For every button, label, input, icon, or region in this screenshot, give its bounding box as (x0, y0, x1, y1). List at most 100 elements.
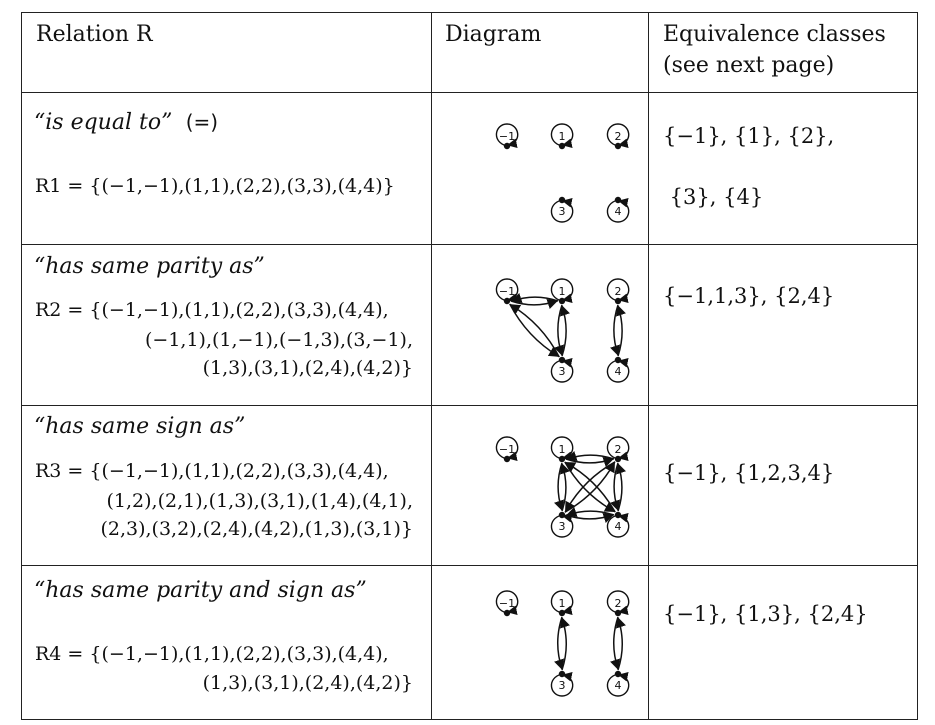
header-relation: Relation R (36, 22, 153, 47)
edge-arrow (554, 462, 564, 511)
self-loop-arrow (606, 123, 630, 149)
edge-arrow (564, 461, 616, 513)
self-loop-arrow (495, 123, 519, 149)
edge-arrow (564, 461, 616, 513)
node-label: −1 (499, 130, 515, 143)
equivalence-classes: {−1}, {1}, {2}, (663, 124, 835, 148)
header-diagram: Diagram (445, 22, 542, 47)
node-label: −1 (499, 597, 515, 610)
equivalence-classes: {−1,1,3}, {2,4} (663, 284, 835, 308)
node-dot (558, 356, 566, 364)
relation-diagram: −1 1 2 3 4 (495, 436, 630, 538)
relations-table: Relation R Diagram Equivalence classes (… (21, 12, 918, 720)
self-loop-arrow (495, 590, 519, 616)
table-border-left (21, 12, 22, 720)
edge-arrow (564, 461, 616, 513)
relation-name: “has same parity as” (34, 254, 265, 279)
node-label: 1 (559, 597, 566, 610)
edge-arrow (566, 451, 615, 461)
node-dot (503, 297, 511, 305)
node-dot (558, 455, 566, 463)
node-dot (558, 297, 566, 305)
node-label: 4 (615, 520, 622, 533)
edge-arrow (610, 462, 620, 511)
node-label: 2 (615, 285, 622, 298)
edge-arrow (554, 304, 565, 356)
edge-arrow (610, 616, 621, 670)
relation-name: “is equal to” (=) (34, 110, 219, 135)
self-loop-arrow (606, 197, 630, 223)
table-border-top (21, 12, 918, 13)
edge-arrow (560, 463, 570, 512)
self-loop-arrow (606, 590, 630, 616)
relation-set: (1,3),(3,1),(2,4),(4,2)} (202, 357, 413, 379)
self-loop-arrow (550, 123, 574, 149)
node-label: 2 (615, 597, 622, 610)
node-dot (503, 455, 511, 463)
node-label: 3 (559, 520, 566, 533)
relation-set: R2 = {(−1,−1),(1,1),(2,2),(3,3),(4,4), (35, 299, 389, 321)
node-dot (614, 670, 622, 678)
self-loop-arrow (550, 590, 574, 616)
relation-name: “has same parity and sign as” (34, 578, 367, 603)
node-dot (558, 609, 566, 617)
node-dot (614, 297, 622, 305)
header-classes: Equivalence classes (663, 22, 886, 47)
self-loop-arrow (495, 278, 519, 304)
edge-arrow (615, 305, 626, 357)
self-loop-arrow (606, 671, 630, 697)
node-dot (614, 455, 622, 463)
self-loop-arrow (550, 512, 574, 538)
node-label: 3 (559, 365, 566, 378)
self-loop-arrow (606, 436, 630, 462)
relation-symbol: (=) (185, 110, 219, 134)
node-label: 4 (615, 365, 622, 378)
relation-name: “has same sign as” (34, 414, 246, 439)
edge-arrow (615, 617, 626, 671)
node-label: 1 (559, 443, 566, 456)
relation-set: (1,2),(2,1),(1,3),(3,1),(1,4),(4,1), (106, 490, 414, 512)
self-loop-arrow (550, 436, 574, 462)
relation-set: (−1,1),(1,−1),(−1,3),(3,−1), (144, 329, 413, 351)
node-dot (558, 511, 566, 519)
edge-arrow (610, 304, 621, 356)
self-loop-arrow (606, 357, 630, 383)
relation-set: R1 = {(−1,−1),(1,1),(2,2),(3,3),(4,4)} (35, 175, 395, 197)
edge-arrow (559, 305, 570, 357)
relation-set: (2,3),(3,2),(2,4),(4,2),(1,3),(3,1)} (100, 518, 413, 540)
edge-arrow (559, 617, 570, 671)
node-label: −1 (499, 443, 515, 456)
edge-arrow (511, 293, 559, 303)
edge-arrow (564, 461, 616, 513)
node-label: −1 (499, 285, 515, 298)
table-border-bottom (21, 719, 918, 720)
self-loop-arrow (550, 671, 574, 697)
table-border-right (917, 12, 918, 720)
node-dot (503, 609, 511, 617)
node-label: 3 (559, 205, 566, 218)
self-loop-arrow (606, 278, 630, 304)
edge-arrow (510, 299, 558, 309)
relation-set: R3 = {(−1,−1),(1,1),(2,2),(3,3),(4,4), (35, 460, 389, 482)
node-dot (614, 196, 622, 204)
edge-arrow (509, 303, 560, 357)
column-divider (648, 12, 649, 720)
node-dot (614, 511, 622, 519)
column-divider (431, 12, 432, 720)
edge-arrow (565, 457, 614, 467)
node-dot (614, 142, 622, 150)
node-dot (503, 142, 511, 150)
self-loop-arrow (550, 357, 574, 383)
edge-arrow (554, 616, 565, 670)
node-label: 1 (559, 285, 566, 298)
relation-diagram: −1 1 2 3 4 (495, 278, 630, 383)
edge-arrow (565, 513, 614, 523)
node-dot (558, 142, 566, 150)
node-label: 3 (559, 679, 566, 692)
relation-diagram: −1 1 2 3 4 (495, 590, 630, 697)
equivalence-classes: {−1}, {1,2,3,4} (663, 461, 835, 485)
node-label: 2 (615, 130, 622, 143)
node-dot (558, 670, 566, 678)
row-divider (21, 565, 918, 566)
node-label: 1 (559, 130, 566, 143)
